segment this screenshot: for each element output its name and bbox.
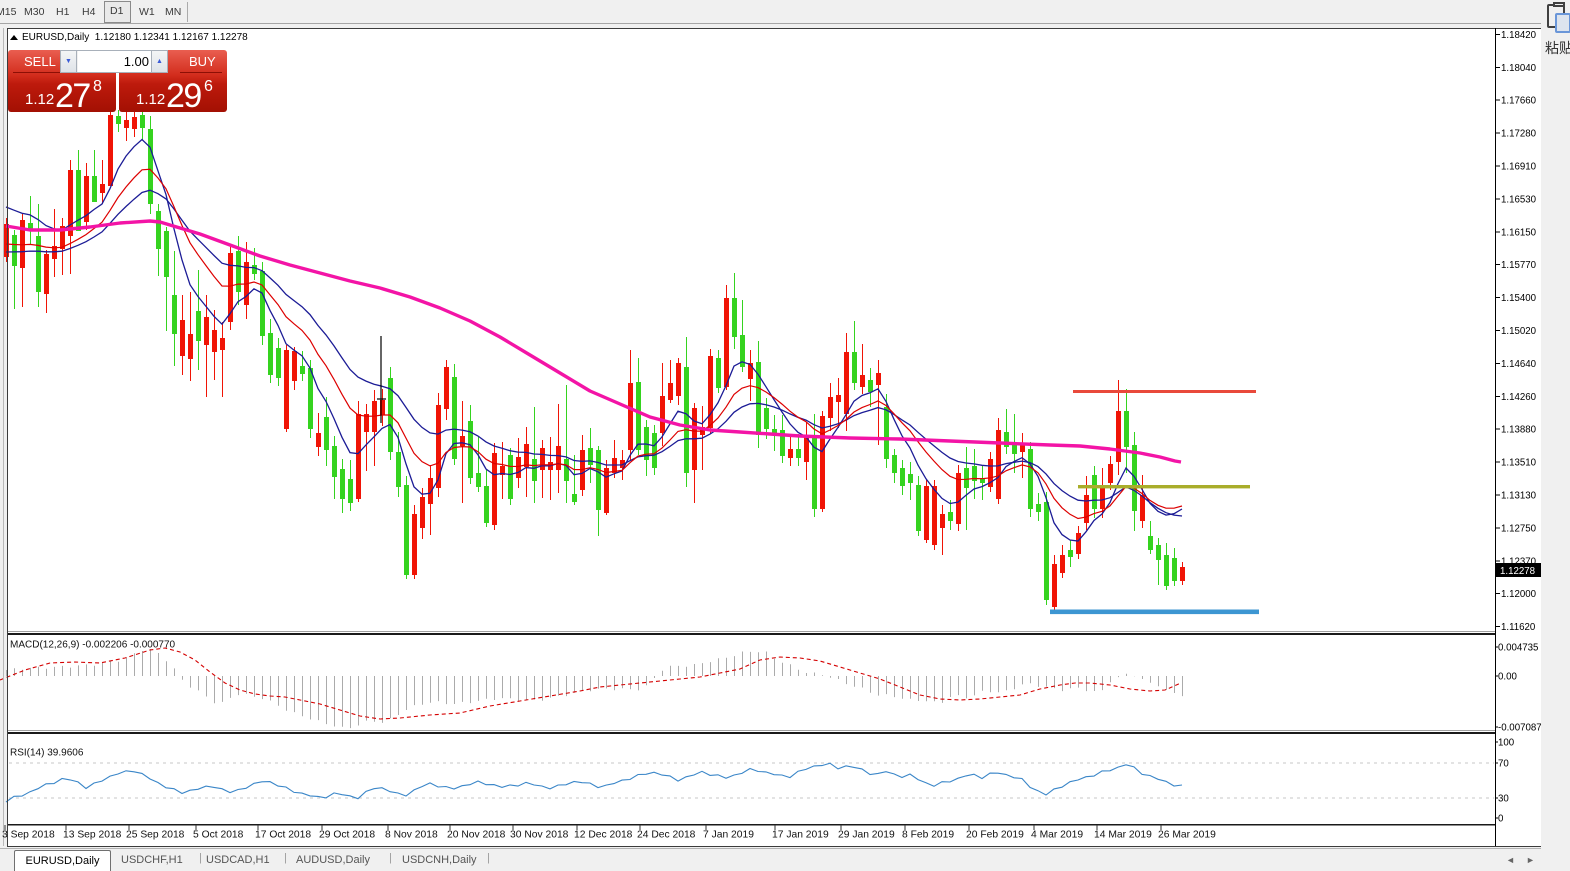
svg-text:1.17660: 1.17660 <box>1501 96 1537 107</box>
svg-text:1.15400: 1.15400 <box>1501 293 1537 304</box>
svg-text:29 Oct 2018: 29 Oct 2018 <box>319 830 375 841</box>
svg-text:1.13510: 1.13510 <box>1501 458 1537 469</box>
svg-text:24 Dec 2018: 24 Dec 2018 <box>637 830 696 841</box>
svg-text:13 Sep 2018: 13 Sep 2018 <box>63 830 122 841</box>
svg-text:1.18040: 1.18040 <box>1501 63 1537 74</box>
svg-text:1.18420: 1.18420 <box>1501 30 1537 41</box>
svg-text:RSI(14) 39.9606: RSI(14) 39.9606 <box>10 748 84 759</box>
svg-text:8 Nov 2018: 8 Nov 2018 <box>385 830 438 841</box>
svg-text:3 Sep 2018: 3 Sep 2018 <box>2 830 55 841</box>
svg-text:1.15020: 1.15020 <box>1501 326 1537 337</box>
svg-text:29 Jan 2019: 29 Jan 2019 <box>838 830 895 841</box>
svg-text:100: 100 <box>1498 738 1515 749</box>
svg-text:1.15770: 1.15770 <box>1501 260 1537 271</box>
svg-text:14 Mar 2019: 14 Mar 2019 <box>1094 830 1152 841</box>
svg-text:26 Mar 2019: 26 Mar 2019 <box>1158 830 1216 841</box>
svg-text:1.13130: 1.13130 <box>1501 491 1537 502</box>
svg-text:20 Feb 2019: 20 Feb 2019 <box>966 830 1024 841</box>
svg-text:30 Nov 2018: 30 Nov 2018 <box>510 830 569 841</box>
svg-text:1.16530: 1.16530 <box>1501 194 1537 205</box>
svg-text:17 Jan 2019: 17 Jan 2019 <box>772 830 829 841</box>
svg-text:70: 70 <box>1498 759 1509 770</box>
svg-text:-0.007087: -0.007087 <box>1498 723 1542 734</box>
svg-text:1.16910: 1.16910 <box>1501 162 1537 173</box>
svg-text:1.17280: 1.17280 <box>1501 129 1537 140</box>
svg-text:1.12370: 1.12370 <box>1501 556 1537 567</box>
svg-text:8 Feb 2019: 8 Feb 2019 <box>902 830 954 841</box>
svg-text:0.004735: 0.004735 <box>1498 643 1538 654</box>
svg-text:12 Dec 2018: 12 Dec 2018 <box>574 830 633 841</box>
svg-text:0.00: 0.00 <box>1498 672 1517 683</box>
svg-text:1.16150: 1.16150 <box>1501 227 1537 238</box>
svg-text:25 Sep 2018: 25 Sep 2018 <box>126 830 185 841</box>
svg-text:1.13880: 1.13880 <box>1501 425 1537 436</box>
svg-text:7 Jan 2019: 7 Jan 2019 <box>703 830 754 841</box>
svg-text:30: 30 <box>1498 794 1509 805</box>
svg-text:1.14640: 1.14640 <box>1501 359 1537 370</box>
svg-text:5 Oct 2018: 5 Oct 2018 <box>193 830 244 841</box>
svg-text:1.12000: 1.12000 <box>1501 589 1537 600</box>
svg-text:0: 0 <box>1498 814 1504 825</box>
svg-text:17 Oct 2018: 17 Oct 2018 <box>255 830 311 841</box>
svg-text:1.14260: 1.14260 <box>1501 392 1537 403</box>
svg-text:4 Mar 2019: 4 Mar 2019 <box>1031 830 1083 841</box>
svg-text:MACD(12,26,9) -0.002206 -0.000: MACD(12,26,9) -0.002206 -0.000770 <box>10 640 176 651</box>
svg-text:1.12750: 1.12750 <box>1501 523 1537 534</box>
svg-text:1.12278: 1.12278 <box>1500 566 1535 577</box>
svg-text:1.11620: 1.11620 <box>1501 622 1536 633</box>
svg-text:20 Nov 2018: 20 Nov 2018 <box>447 830 506 841</box>
